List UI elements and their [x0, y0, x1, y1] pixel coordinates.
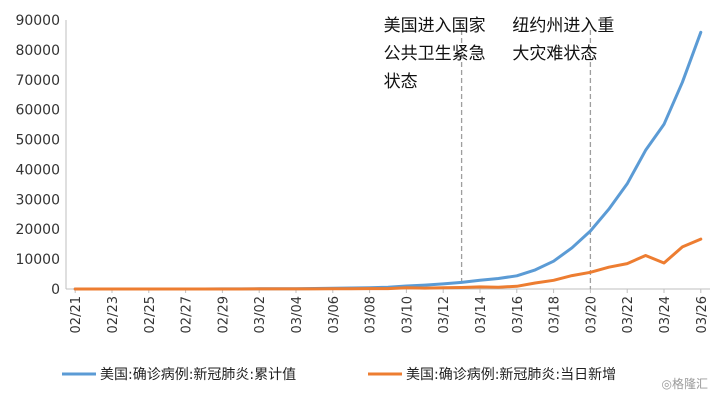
series-line-cumulative: [73, 30, 703, 291]
y-tick-label: 10000: [15, 252, 60, 268]
y-tick-label: 90000: [15, 13, 60, 29]
legend-label: 美国:确诊病例:新冠肺炎:当日新增: [406, 367, 616, 383]
x-tick-label: 03/04: [290, 296, 305, 333]
annotation-text: 美国进入国家: [384, 16, 486, 36]
x-tick-label: 03/24: [658, 296, 673, 333]
x-tick-label: 02/21: [69, 296, 84, 333]
x-tick-label: 03/16: [511, 296, 526, 333]
y-tick-label: 40000: [15, 162, 60, 178]
y-tick-label: 20000: [15, 222, 60, 238]
x-tick-label: 02/23: [106, 296, 121, 333]
x-axis: 02/21 02/23 02/25 02/27 02/29 03/02 03/04 03/06…: [66, 288, 710, 333]
y-tick-label: 0: [51, 282, 60, 298]
annotation-text: 纽约州进入重: [512, 16, 614, 36]
series-lines: [73, 30, 703, 291]
x-tick-label: 02/25: [143, 296, 158, 333]
y-tick-label: 30000: [15, 192, 60, 208]
series-line-daily: [73, 237, 703, 291]
legend: 美国:确诊病例:新冠肺炎:累计值 美国:确诊病例:新冠肺炎:当日新增: [62, 367, 616, 383]
annotation-text: 状态: [384, 72, 418, 92]
x-tick-label: 03/12: [437, 296, 452, 333]
x-tick-label: 03/14: [474, 296, 489, 333]
y-axis: 0 10000 20000 30000 40000 50000 60000 70000 8000…: [15, 13, 67, 298]
annotation-text: 公共卫生紧急: [384, 44, 486, 64]
watermark: ◎格隆汇: [662, 375, 709, 392]
x-tick-label: 03/02: [253, 296, 268, 333]
x-tick-label: 03/18: [548, 296, 563, 333]
y-tick-label: 80000: [15, 43, 60, 59]
x-tick-label: 03/10: [400, 296, 415, 333]
annotation-text: 大灾难状态: [512, 44, 597, 64]
legend-label: 美国:确诊病例:新冠肺炎:累计值: [100, 367, 296, 383]
x-tick-label: 02/29: [216, 296, 231, 333]
x-tick-label: 03/06: [327, 296, 342, 333]
x-tick-label: 03/22: [621, 296, 636, 333]
watermark-icon: ◎: [661, 377, 672, 391]
y-tick-label: 60000: [15, 103, 60, 119]
watermark-text: 格隆汇: [671, 377, 708, 391]
x-tick-label: 02/27: [180, 296, 195, 333]
x-tick-label: 03/26: [695, 296, 710, 333]
x-tick-label: 03/20: [584, 296, 599, 333]
y-tick-label: 70000: [15, 73, 60, 89]
y-tick-label: 50000: [15, 133, 60, 149]
x-tick-label: 03/08: [364, 296, 379, 333]
